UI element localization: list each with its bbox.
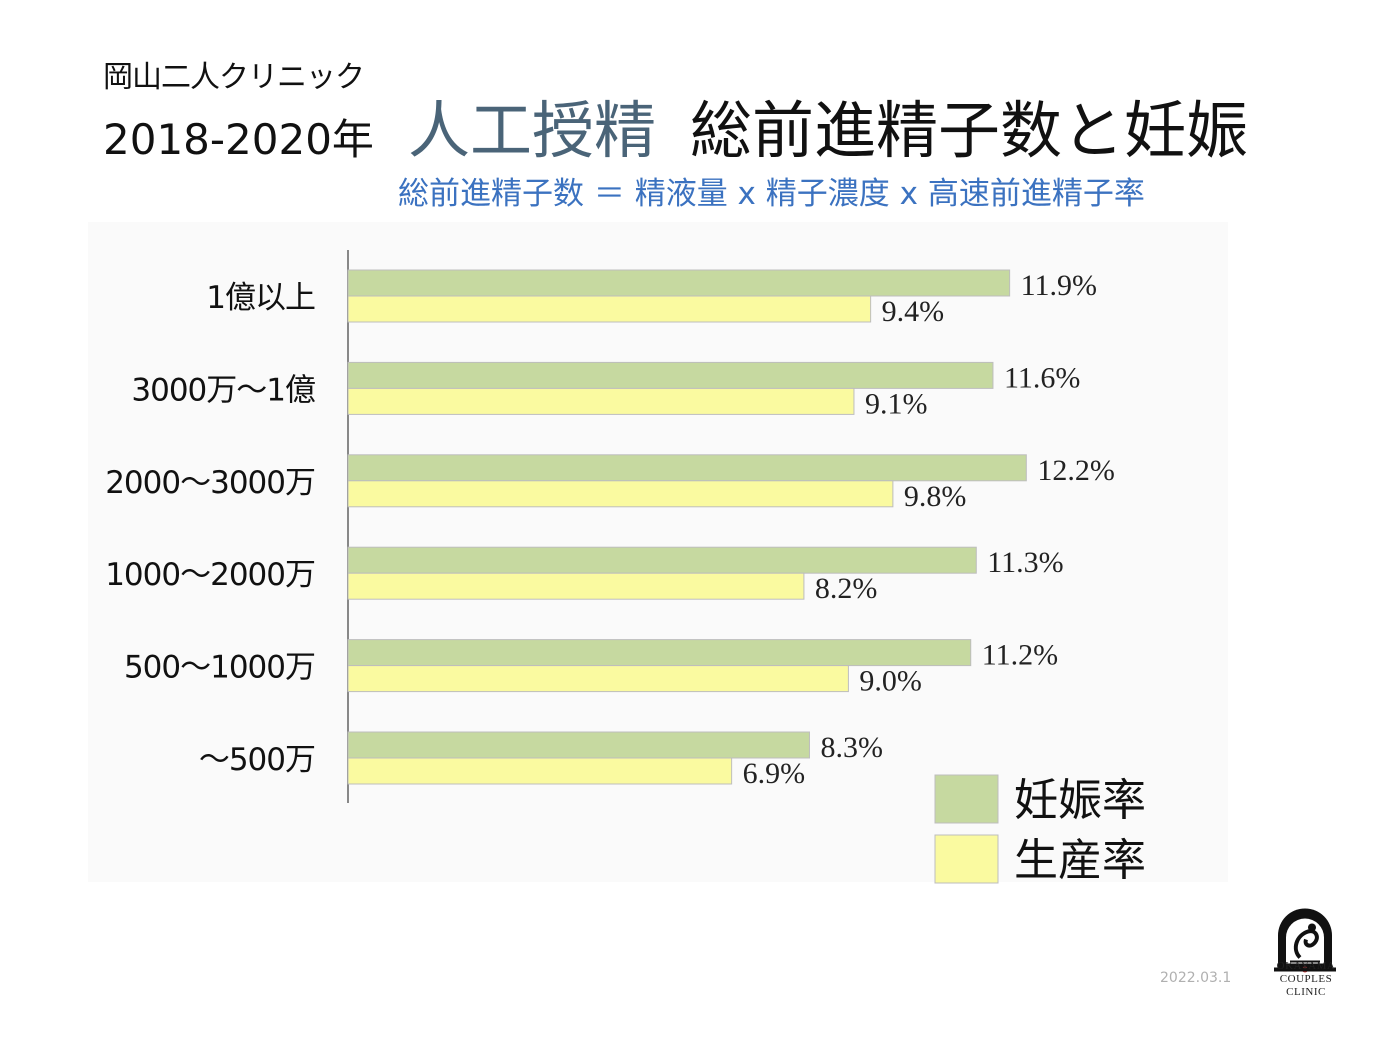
category-label: 500～1000万	[124, 650, 315, 686]
clinic-logo-text: OKAYAMA COUPLES CLINIC	[1266, 960, 1346, 999]
pregnancy-rate-bar	[347, 361, 994, 389]
live-birth-rate-bar	[347, 295, 872, 323]
category-label: 2000～3000万	[105, 465, 315, 501]
data-label: 11.9%	[1021, 269, 1097, 302]
data-label: 8.3%	[820, 731, 883, 764]
period-label: 2018-2020年	[103, 115, 374, 164]
data-label: 9.0%	[859, 665, 922, 698]
legend-label: 生産率	[1014, 835, 1146, 886]
pregnancy-rate-bar	[347, 731, 810, 759]
data-label: 9.8%	[904, 480, 967, 513]
category-label: 3000万～1億	[131, 372, 315, 408]
title-part2: 総前進精子数と妊娠	[690, 94, 1249, 167]
data-label: 9.1%	[865, 387, 928, 420]
data-label: 11.3%	[987, 546, 1063, 579]
clinic-name: 岡山二人クリニック	[103, 60, 365, 95]
data-label: 8.2%	[815, 572, 878, 605]
legend-swatch	[934, 774, 999, 824]
title-part1: 人工授精	[408, 94, 657, 167]
legend-label: 妊娠率	[1014, 775, 1146, 826]
page-title: 人工授精 総前進精子数と妊娠	[408, 80, 1248, 170]
pregnancy-rate-bar	[347, 269, 1011, 297]
clinic-logo-icon	[1274, 908, 1336, 973]
data-label: 6.9%	[743, 757, 806, 790]
logo-line: OKAYAMA	[1276, 960, 1336, 972]
date-label: 2022.03.1	[1160, 970, 1232, 986]
live-birth-rate-bar	[347, 757, 733, 785]
logo-line: CLINIC	[1286, 986, 1326, 998]
live-birth-rate-bar	[347, 387, 855, 415]
category-label: 1000～2000万	[105, 557, 315, 593]
live-birth-rate-bar	[347, 665, 849, 693]
data-label: 11.2%	[982, 639, 1058, 672]
pregnancy-rate-bar	[347, 454, 1027, 482]
pregnancy-rate-bar	[347, 546, 977, 574]
legend-swatch	[934, 834, 999, 884]
data-label: 12.2%	[1037, 454, 1115, 487]
formula-subtitle: 総前進精子数 ＝ 精液量 x 精子濃度 x 高速前進精子率	[398, 176, 1145, 212]
data-label: 11.6%	[1004, 361, 1080, 394]
data-label: 9.4%	[882, 295, 945, 328]
category-label: ～500万	[199, 742, 315, 778]
live-birth-rate-bar	[347, 480, 894, 508]
pregnancy-rate-bar	[347, 639, 972, 667]
category-label: 1億以上	[206, 280, 315, 316]
live-birth-rate-bar	[347, 572, 805, 600]
logo-line: COUPLES	[1279, 973, 1333, 985]
